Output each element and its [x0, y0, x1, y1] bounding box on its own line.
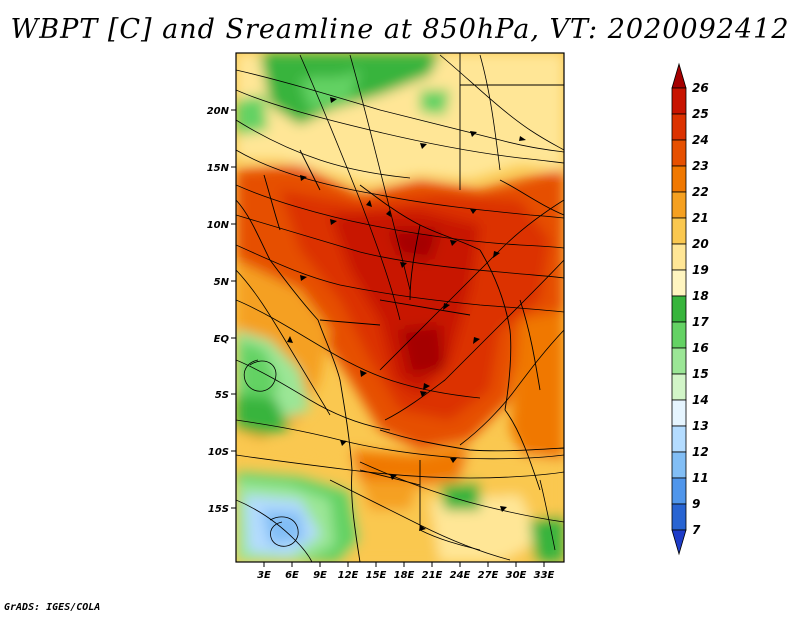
colorbar-segment [671, 477, 687, 505]
colorbar-label: 9 [692, 497, 700, 511]
country-borders [236, 53, 564, 562]
streamline-arrows [287, 97, 526, 531]
colorbar-label: 17 [692, 315, 709, 329]
lon-label: 24E [450, 570, 471, 581]
colorbar-label: 18 [692, 289, 709, 303]
colorbar-segment [671, 191, 687, 219]
lat-label: 10N [207, 220, 230, 231]
colorbar-label: 7 [692, 523, 701, 537]
colorbar-top-arrow [671, 62, 687, 89]
lon-label: 6E [285, 570, 299, 581]
lon-label: 33E [534, 570, 555, 581]
grads-credit: GrADS: IGES/COLA [4, 602, 101, 613]
lon-labels: 3E 6E 9E 12E 15E 18E 21E 24E 27E 30E 33E [257, 570, 554, 581]
colorbar-label: 20 [692, 237, 709, 251]
lon-label: 27E [478, 570, 499, 581]
colorbar-segment [671, 165, 687, 193]
colorbar-label: 22 [692, 185, 709, 199]
colorbar-segment [671, 295, 687, 323]
lat-label: 20N [207, 106, 230, 117]
colorbar-segment [671, 217, 687, 245]
chart-title: WBPT [C] and Sreamline at 850hPa, VT: 20… [10, 14, 790, 45]
lat-ticks [231, 109, 236, 509]
colorbar-segment [671, 269, 687, 297]
lat-label: 15S [208, 504, 229, 515]
colorbar-label: 26 [692, 81, 709, 95]
colorbar-label: 19 [692, 263, 709, 277]
colorbar-label: 11 [692, 471, 709, 485]
colorbar-bottom-arrow [671, 529, 687, 556]
colorbar-segment [671, 425, 687, 453]
colorbar-label: 21 [692, 211, 709, 225]
lon-label: 21E [422, 570, 443, 581]
lon-label: 9E [313, 570, 327, 581]
colorbar-segment [671, 503, 687, 531]
colorbar-segment [671, 451, 687, 479]
lon-label: 3E [257, 570, 271, 581]
colorbar-segment [671, 243, 687, 271]
colorbar-label: 12 [692, 445, 709, 459]
colorbar-label: 13 [692, 419, 709, 433]
lat-labels: 20N 15N 10N 5N EQ 5S 10S 15S [207, 106, 230, 515]
colorbar-label: 15 [692, 367, 709, 381]
colorbar-segment [671, 87, 687, 115]
lat-label: 10S [208, 447, 229, 458]
lat-label: EQ [214, 334, 230, 345]
colorbar-segment [671, 347, 687, 375]
colorbar-label: 14 [692, 393, 709, 407]
colorbar: 26 25 24 23 22 21 20 19 18 17 16 15 14 13 12 11 9 7 [671, 62, 709, 556]
colorbar-segment [671, 113, 687, 141]
lat-label: 5S [215, 390, 229, 401]
colorbar-label: 24 [692, 133, 709, 147]
lat-label: 5N [214, 277, 230, 288]
colorbar-label: 23 [692, 159, 709, 173]
lon-label: 15E [366, 570, 387, 581]
lon-label: 12E [338, 570, 359, 581]
colorbar-segment [671, 373, 687, 401]
colorbar-segment [671, 321, 687, 349]
colorbar-label: 25 [692, 107, 709, 121]
colorbar-segment [671, 139, 687, 167]
colorbar-segment [671, 399, 687, 427]
lon-label: 30E [506, 570, 527, 581]
colorbar-label: 16 [692, 341, 709, 355]
map-frame [235, 52, 565, 563]
lon-label: 18E [394, 570, 415, 581]
lon-ticks [263, 562, 545, 567]
lat-label: 15N [207, 163, 230, 174]
